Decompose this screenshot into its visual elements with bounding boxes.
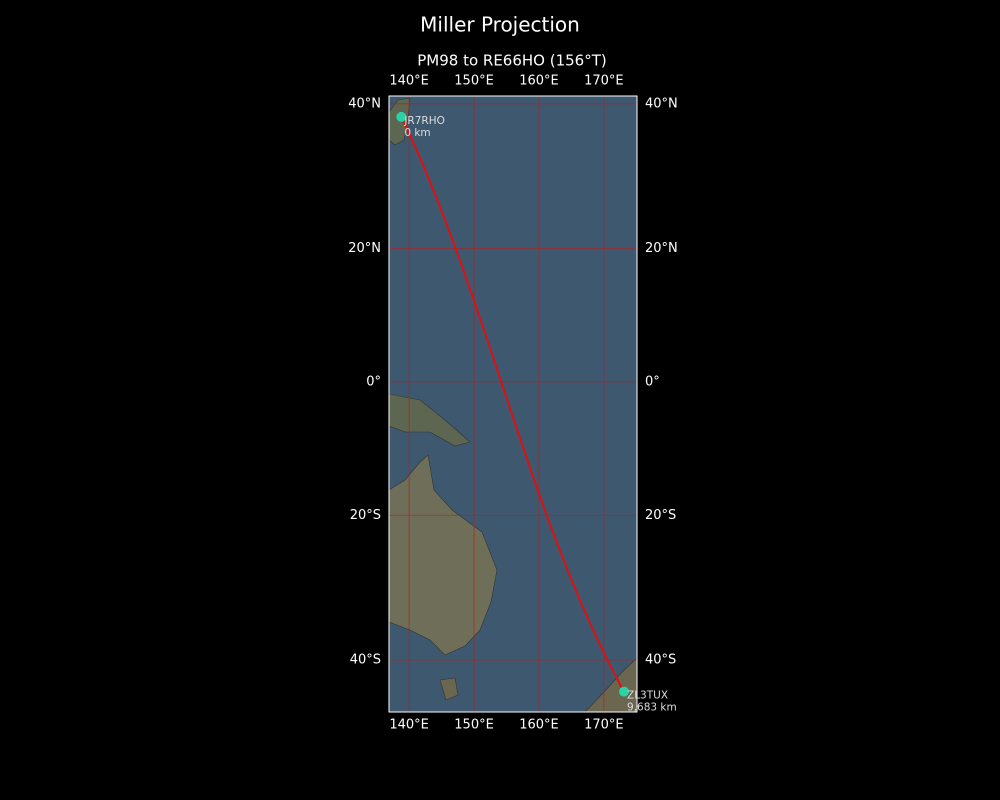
station-marker xyxy=(619,686,630,697)
map-area xyxy=(389,96,637,712)
y-tick-label: 40°N xyxy=(348,96,381,111)
y-tick-label: 0° xyxy=(645,374,660,389)
station-name: JR7RHO xyxy=(403,115,445,127)
x-tick-label: 150°E xyxy=(454,718,494,733)
y-tick-label: 20°S xyxy=(645,508,676,523)
y-tick-label: 40°S xyxy=(645,652,676,667)
y-tick-label: 40°N xyxy=(645,96,678,111)
x-tick-label: 170°E xyxy=(584,718,624,733)
great-circle-path xyxy=(400,116,625,693)
x-tick-label: 160°E xyxy=(519,74,559,89)
station-marker xyxy=(396,111,407,122)
x-tick-label: 170°E xyxy=(584,74,624,89)
y-tick-label: 20°N xyxy=(348,241,381,256)
x-tick-label: 140°E xyxy=(389,718,429,733)
land xyxy=(389,454,498,656)
title: Miller Projection xyxy=(420,13,580,37)
map-frame xyxy=(388,95,638,713)
station-distance: 9,683 km xyxy=(627,702,677,714)
y-tick-label: 20°S xyxy=(350,508,381,523)
station-name: ZL3TUX xyxy=(627,690,668,702)
x-tick-label: 140°E xyxy=(389,74,429,89)
subtitle: PM98 to RE66HO (156°T) xyxy=(417,52,607,70)
x-tick-label: 160°E xyxy=(519,718,559,733)
land xyxy=(439,677,459,701)
station-distance: 0 km xyxy=(404,127,430,139)
y-tick-label: 0° xyxy=(366,374,381,389)
y-tick-label: 20°N xyxy=(645,241,678,256)
x-tick-label: 150°E xyxy=(454,74,494,89)
y-tick-label: 40°S xyxy=(350,652,381,667)
